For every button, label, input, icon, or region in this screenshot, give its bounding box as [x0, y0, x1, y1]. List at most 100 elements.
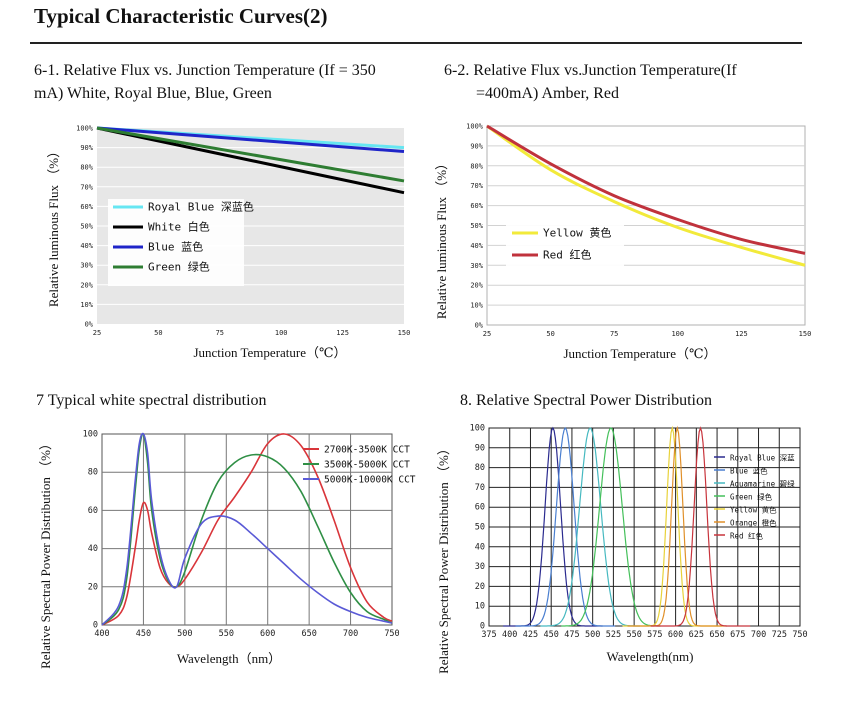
title-divider: [30, 42, 802, 44]
chart-1-y-tick-label: 10%: [80, 301, 93, 309]
chart-3-series-line-1: [101, 433, 393, 626]
chart-4-series-line-6: [627, 425, 727, 627]
chart-2-y-axis-label: Relative luminous Flux （%）: [434, 157, 449, 319]
chart-3-x-tick-label: 450: [136, 629, 151, 639]
chart-2-series-line-1: [486, 124, 806, 267]
chart-1-y-tick-label: 70%: [80, 183, 93, 191]
chart-3-y-tick-label: 40: [88, 544, 98, 554]
chart-2-y-tick-label: 0%: [475, 322, 484, 330]
chart-4-x-tick-label: 750: [792, 630, 807, 640]
chart-1-x-tick-label: 150: [398, 329, 411, 337]
chart-3-y-tick-label: 100: [83, 430, 98, 440]
chart-3-x-tick-label: 600: [260, 629, 275, 639]
chart-4-x-tick-label: 500: [585, 630, 600, 640]
chart-3-legend-label: 2700K-3500K CCT: [324, 445, 410, 456]
chart-2-x-tick-label: 150: [799, 330, 812, 338]
chart-4-legend-label: Yellow 黄色: [730, 505, 777, 515]
chart-4-x-tick-label: 675: [730, 630, 745, 640]
chart-1-x-tick-label: 50: [154, 329, 162, 337]
chart-2-y-tick-label: 30%: [470, 262, 483, 270]
chart-4-legend-label: Orange 橙色: [730, 518, 777, 528]
chart-2-x-tick-label: 25: [483, 330, 491, 338]
chart-4-y-axis-label: Relative Spectral Power Distribution （%）: [436, 442, 451, 674]
chart-1-y-tick-label: 50%: [80, 223, 93, 231]
chart-1-x-tick-label: 75: [216, 329, 224, 337]
chart-4-y-tick-label: 40: [475, 542, 485, 552]
chart-1-y-tick-label: 0%: [85, 321, 94, 329]
chart-3-y-tick-label: 80: [88, 468, 98, 478]
chart-2-legend-label: Red 红色: [543, 248, 592, 262]
chart-2-caption-line1: 6-2. Relative Flux vs.Junction Temperatu…: [444, 62, 737, 79]
chart-4-x-tick-label: 650: [709, 630, 724, 640]
chart-1-y-tick-label: 60%: [80, 203, 93, 211]
chart-4-y-tick-label: 30: [475, 562, 485, 572]
chart-1-y-tick-label: 30%: [80, 262, 93, 270]
chart-4-x-axis-label: Wavelength(nm): [606, 649, 693, 664]
chart-3-x-tick-label: 650: [301, 629, 316, 639]
chart-1-legend-label: White 白色: [148, 220, 210, 234]
chart-3-x-tick-label: 750: [384, 629, 399, 639]
chart-2-y-tick-label: 40%: [470, 242, 483, 250]
chart-1-y-tick-label: 80%: [80, 164, 93, 172]
chart-1-legend-box: [108, 199, 244, 286]
chart-3-x-tick-label: 550: [219, 629, 234, 639]
chart-4-y-tick-label: 10: [475, 602, 485, 612]
chart-1-y-tick-label: 40%: [80, 242, 93, 250]
chart-2-caption: 6-2. Relative Flux vs.Junction Temperatu…: [444, 59, 737, 105]
chart-1-x-tick-label: 25: [93, 329, 101, 337]
chart-3-y-axis-label: Relative Spectral Power Distribution （%）: [38, 437, 53, 669]
chart-4-y-tick-label: 100: [470, 424, 485, 434]
chart-2-series-line-2: [486, 124, 806, 255]
chart-4-series-line-2: [515, 426, 616, 627]
chart-2-y-tick-label: 50%: [470, 222, 483, 230]
chart-1-legend-label: Green 绿色: [148, 260, 210, 274]
chart-1-series-line-4: [96, 126, 405, 183]
chart-1-series-line-3: [96, 126, 405, 154]
chart-3-y-tick-label: 0: [93, 621, 98, 631]
chart-4-x-tick-label: 550: [626, 630, 641, 640]
chart-4-legend-label: Royal Blue 深蓝: [730, 453, 795, 463]
chart-4-x-tick-label: 625: [689, 630, 704, 640]
chart-4-y-tick-label: 50: [475, 523, 485, 533]
chart-4-caption: 8. Relative Spectral Power Distribution: [460, 392, 712, 409]
chart-4-x-tick-label: 400: [502, 630, 517, 640]
chart-2-y-tick-label: 10%: [470, 302, 483, 310]
chart-4-legend-label: Aquamarine 碧绿: [730, 479, 795, 489]
chart-4-y-tick-label: 0: [480, 622, 485, 632]
chart-1-legend-label: Blue 蓝色: [148, 240, 203, 254]
chart-4-x-tick-label: 525: [606, 630, 621, 640]
chart-2-caption-line2: =400mA) Amber, Red: [476, 85, 620, 102]
chart-1-x-tick-label: 125: [336, 329, 349, 337]
chart-4-y-tick-label: 70: [475, 483, 485, 493]
chart-4-legend-label: Red 红色: [730, 531, 764, 541]
chart-1-series-line-2: [96, 126, 405, 195]
chart-4-x-tick-label: 375: [481, 630, 496, 640]
chart-1-x-tick-label: 100: [275, 329, 288, 337]
chart-3-series-line-3: [101, 432, 393, 626]
chart-4-x-tick-label: 425: [523, 630, 538, 640]
chart-2-x-tick-label: 125: [735, 330, 748, 338]
chart-4-series-line-7: [650, 426, 751, 627]
chart-3-y-tick-label: 60: [88, 506, 98, 516]
chart-4-x-tick-label: 475: [564, 630, 579, 640]
chart-1-caption-line1: 6-1. Relative Flux vs. Junction Temperat…: [34, 62, 376, 79]
chart-4-legend-label: Blue 蓝色: [730, 466, 768, 476]
chart-1-y-tick-label: 90%: [80, 144, 93, 152]
chart-1-y-tick-label: 100%: [76, 125, 94, 133]
chart-4-y-tick-label: 60: [475, 503, 485, 513]
chart-4-y-tick-label: 20: [475, 582, 485, 592]
chart-4-x-tick-label: 600: [668, 630, 683, 640]
chart-4-series-line-3: [540, 427, 640, 627]
chart-3-legend-label: 3500K-5000K CCT: [324, 460, 410, 471]
chart-1-caption-line2: mA) White, Royal Blue, Blue, Green: [34, 85, 272, 102]
chart-1-caption: 6-1. Relative Flux vs. Junction Temperat…: [34, 59, 376, 105]
chart-2-x-axis-label: Junction Temperature（℃）: [563, 346, 716, 361]
page-title: Typical Characteristic Curves(2): [34, 4, 328, 28]
chart-3-caption: 7 Typical white spectral distribution: [36, 392, 267, 409]
chart-4-x-tick-label: 575: [647, 630, 662, 640]
chart-2-legend-box: [506, 223, 624, 270]
